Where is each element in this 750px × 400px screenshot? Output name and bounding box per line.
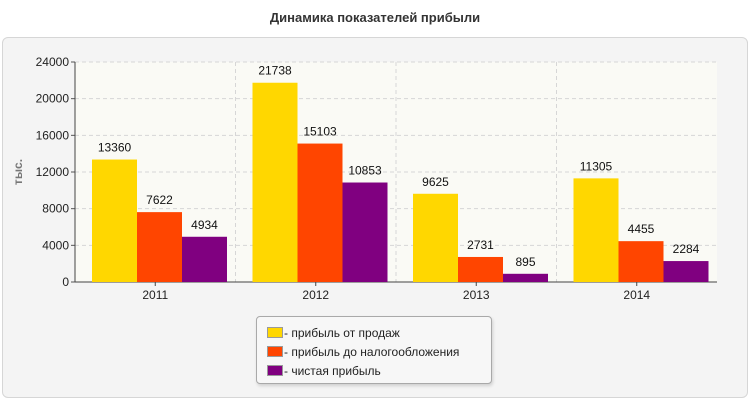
- bar: [342, 182, 388, 282]
- x-tick-label: 2013: [463, 288, 490, 302]
- legend-item-net-profit: - чистая прибыль: [267, 363, 381, 379]
- chart-title: Динамика показателей прибыли: [269, 10, 481, 25]
- bar: [413, 193, 458, 282]
- legend-label: - чистая прибыль: [284, 364, 381, 378]
- bar: [573, 178, 619, 282]
- data-label: 9625: [422, 175, 449, 189]
- x-tick-label: 2011: [142, 288, 168, 302]
- chart-legend: - прибыль от продаж - прибыль до налогоо…: [256, 316, 492, 384]
- y-tick-label: 4000: [42, 238, 69, 252]
- bar: [503, 273, 548, 282]
- bar: [252, 82, 298, 282]
- bar: [663, 261, 709, 282]
- data-label: 10853: [348, 164, 382, 178]
- x-tick-label: 2014: [623, 288, 650, 302]
- bar: [182, 236, 227, 282]
- data-label: 4934: [191, 218, 218, 232]
- legend-item-pretax-profit: - прибыль до налогообложения: [267, 344, 459, 360]
- legend-item-sales-profit: - прибыль от продаж: [267, 325, 400, 341]
- bar: [92, 159, 137, 282]
- legend-label: - прибыль до налогообложения: [284, 345, 460, 359]
- legend-label: - прибыль от продаж: [284, 326, 400, 340]
- y-tick-label: 20000: [36, 92, 70, 106]
- y-tick-label: 0: [62, 275, 69, 289]
- data-label: 15103: [303, 125, 337, 139]
- data-label: 13360: [98, 141, 132, 155]
- bar: [137, 212, 182, 282]
- bar: [297, 143, 343, 282]
- bar: [458, 256, 503, 282]
- data-label: 11305: [580, 159, 613, 173]
- data-label: 7622: [146, 193, 173, 207]
- legend-swatch: [267, 365, 283, 376]
- data-label: 4455: [628, 222, 655, 236]
- y-tick-label: 8000: [42, 202, 69, 216]
- data-label: 2731: [467, 238, 494, 252]
- bar: [618, 241, 664, 282]
- data-label: 2284: [673, 242, 700, 256]
- data-label: 895: [515, 255, 535, 269]
- legend-swatch: [267, 327, 283, 338]
- data-label: 21738: [258, 64, 292, 78]
- legend-swatch: [267, 346, 283, 357]
- y-tick-label: 12000: [36, 165, 70, 179]
- y-tick-label: 16000: [36, 128, 70, 142]
- x-tick-label: 2012: [302, 288, 329, 302]
- y-tick-label: 24000: [36, 55, 70, 69]
- y-axis-label: тыс.: [11, 159, 25, 185]
